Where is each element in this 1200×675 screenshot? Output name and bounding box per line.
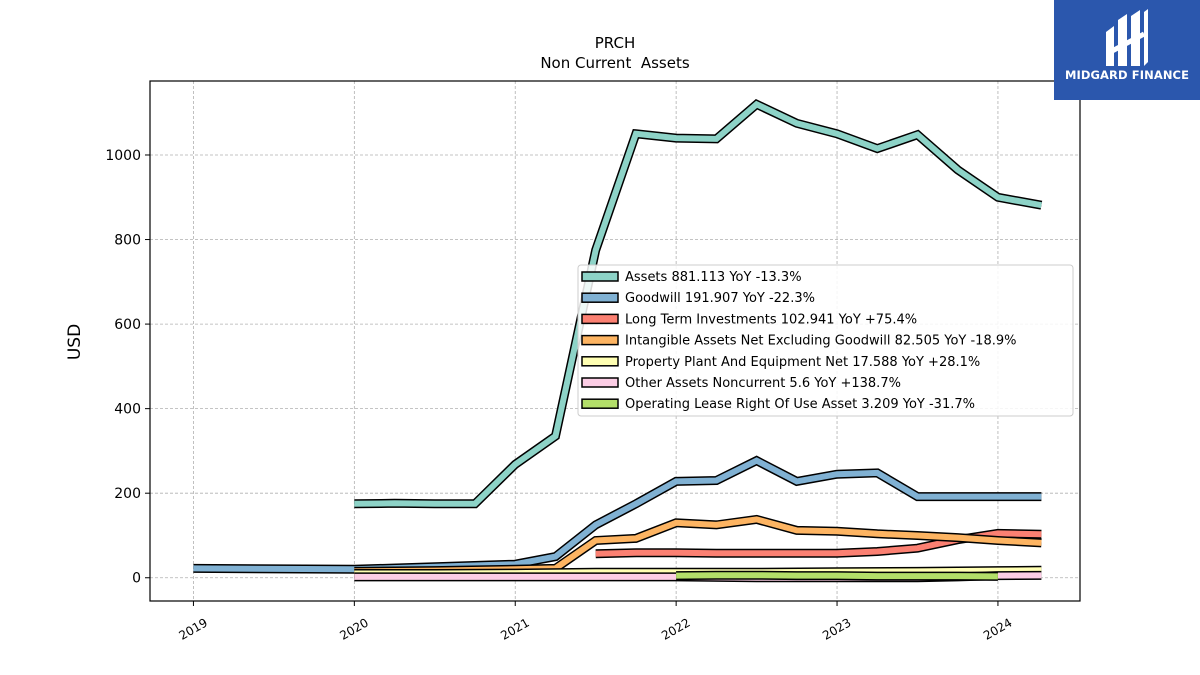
legend-swatch [581,271,619,282]
x-tick-label: 2022 [659,615,692,642]
legend-swatch [581,356,619,367]
midgard-logo-icon [1106,9,1148,66]
midgard-finance-logo: MIDGARD FINANCE [1054,0,1200,100]
series-line-6 [676,570,998,581]
legend-box [577,264,1074,417]
chart-title: PRCH [595,34,635,52]
legend-label: Long Term Investments 102.941 YoY +75.4% [625,312,917,327]
x-tick-label: 2024 [981,615,1014,642]
y-tick-label: 800 [114,233,141,249]
series-line-1 [193,455,1042,574]
legend-label: Goodwill 191.907 YoY -22.3% [625,291,815,306]
y-tick-label: 1000 [105,148,141,164]
plot-frame [149,80,1081,602]
legend-label: Assets 881.113 YoY -13.3% [625,270,802,285]
y-tick-label: 600 [114,317,141,333]
legend-swatch [581,334,619,346]
legend-label: Operating Lease Right Of Use Asset 3.209… [625,397,975,412]
legend-label: Property Plant And Equipment Net 17.588 … [625,355,980,370]
legend-label: Other Assets Noncurrent 5.6 YoY +138.7% [625,376,901,391]
logo-text: MIDGARD FINANCE [1064,68,1190,82]
series-stroke [354,100,1042,507]
legend-swatch [581,398,619,409]
y-axis-label: USD [65,324,85,360]
legend-swatch [581,377,619,388]
legend: Assets 881.113 YoY -13.3% Goodwill 191.90… [577,264,1074,417]
legend-label: Intangible Assets Net Excluding Goodwill… [625,334,1016,349]
series-line-0 [354,98,1043,509]
y-tick-label: 200 [114,486,141,502]
x-tick-label: 2021 [498,615,531,642]
legend-swatch [581,292,619,303]
x-tick-label: 2020 [337,615,370,642]
x-tick-label: 2023 [820,615,853,642]
chart-subtitle: Non Current Assets [540,54,690,72]
series-layer [193,98,1043,583]
series-stroke [676,572,998,580]
legend-swatch [581,313,619,325]
y-tick-label: 400 [114,402,141,418]
series-stroke [193,457,1042,573]
y-tick-label: 0 [132,571,141,587]
x-tick-label: 2019 [176,615,209,642]
